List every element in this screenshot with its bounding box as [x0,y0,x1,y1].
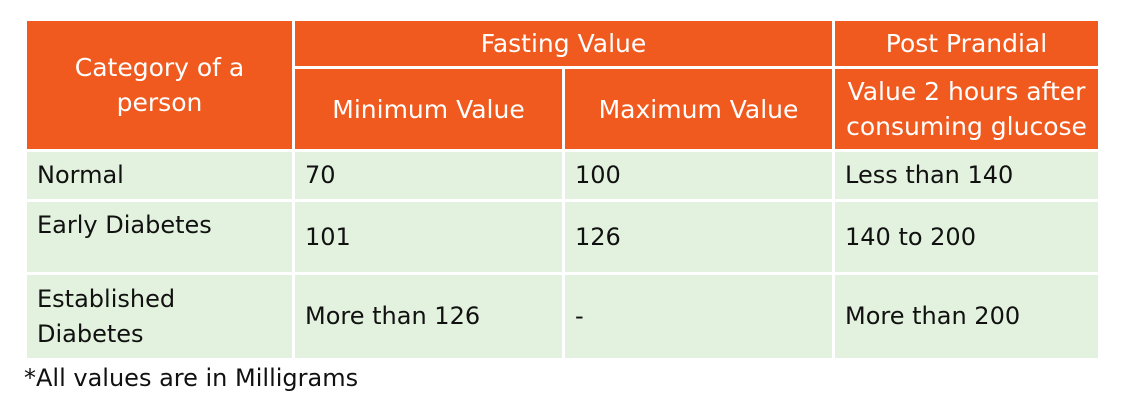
cell-post-prandial: Less than 140 [832,149,1101,202]
header-fasting-value: Fasting Value [292,18,835,69]
header-row-bottom: Minimum Value Maximum Value Value 2 hour… [26,66,1101,152]
header-category: Category of a person [24,18,295,152]
cell-maximum: - [562,272,835,361]
cell-post-prandial: 140 to 200 [832,199,1101,275]
glucose-values-table: Category of a person Fasting Value Post … [24,18,1101,361]
cell-category: Normal [24,149,295,202]
cell-maximum: 126 [562,199,835,275]
cell-category: Established Diabetes [24,272,295,361]
table-row: Normal 70 100 Less than 140 [24,149,1101,202]
header-maximum-value: Maximum Value [562,66,835,152]
table-row: Established Diabetes More than 126 - Mor… [24,272,1101,361]
cell-category: Early Diabetes [24,199,295,275]
header-two-hours-value: Value 2 hours after consuming glucose [832,66,1101,152]
cell-minimum: More than 126 [292,272,565,361]
cell-maximum: 100 [562,149,835,202]
units-footnote: *All values are in Milligrams [24,364,359,392]
cell-minimum: 101 [292,199,565,275]
header-post-prandial: Post Prandial [832,18,1101,69]
cell-post-prandial: More than 200 [832,272,1101,361]
table-row: Early Diabetes 101 126 140 to 200 [24,199,1101,275]
header-row-top: Category of a person Fasting Value Post … [24,18,1101,152]
cell-minimum: 70 [292,149,565,202]
header-minimum-value: Minimum Value [292,66,565,152]
glucose-table-container: Category of a person Fasting Value Post … [24,18,1101,361]
